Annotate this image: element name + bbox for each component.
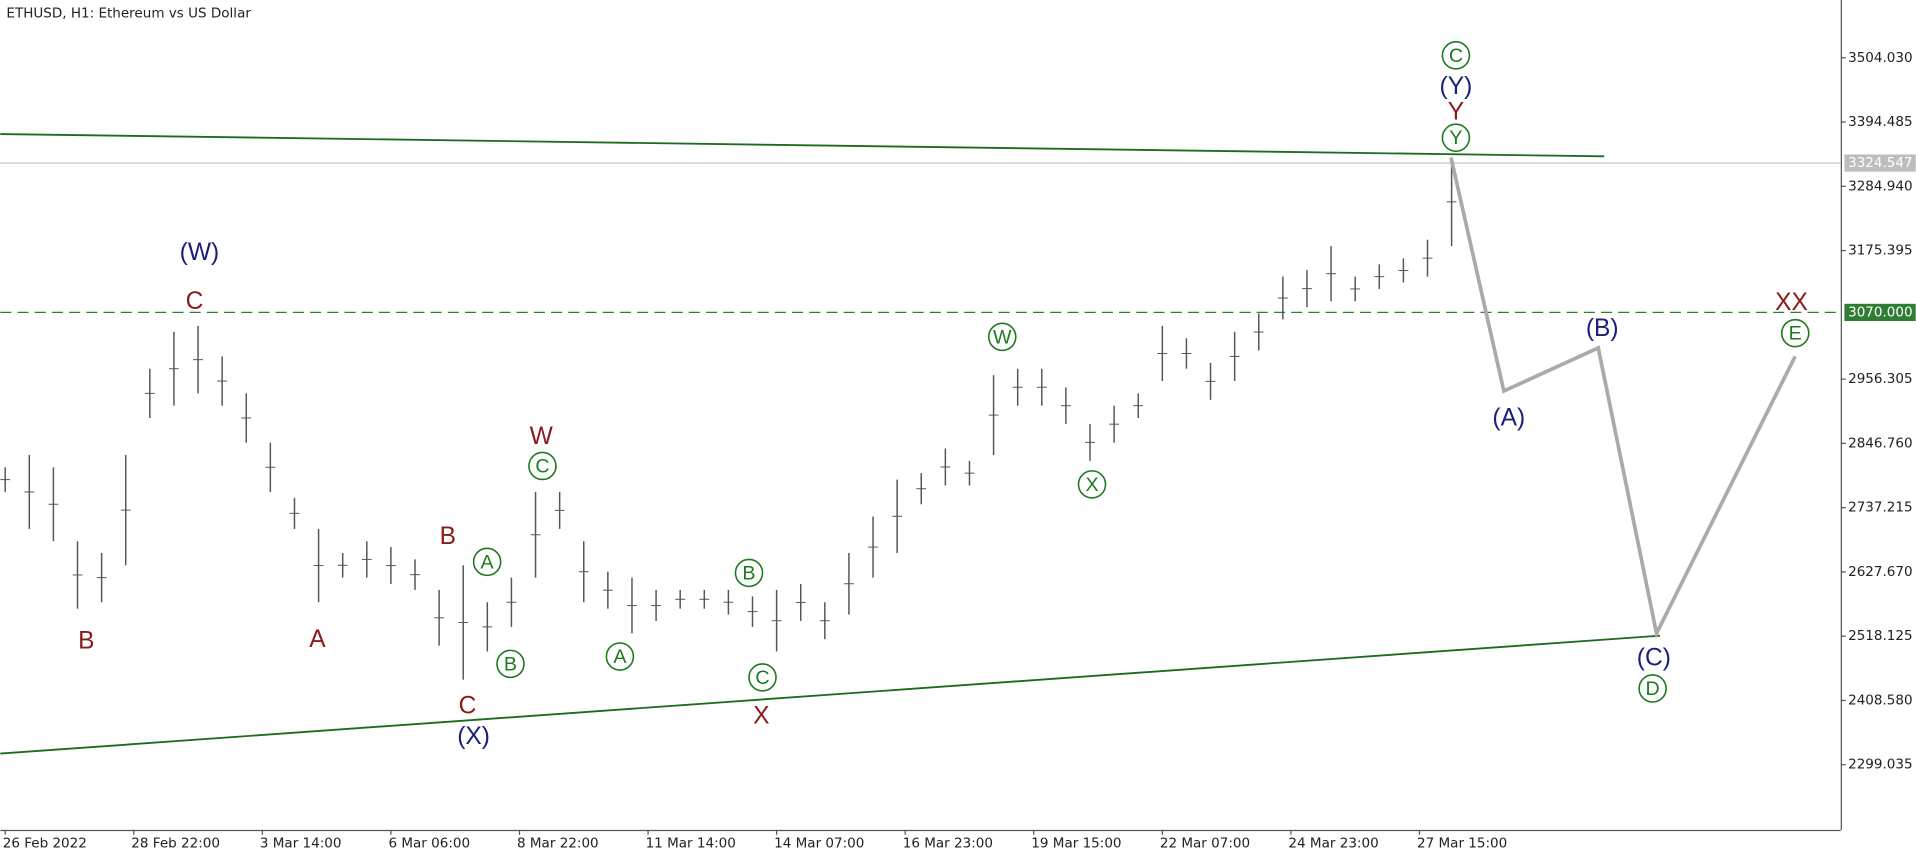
wave-circle — [496, 649, 525, 679]
y-tick-label: 2846.760 — [1848, 435, 1913, 451]
wave-circle — [1441, 41, 1471, 70]
wave-label: X — [1085, 474, 1098, 496]
wave-label: XX — [1775, 289, 1808, 316]
x-tick-label: 24 Mar 23:00 — [1288, 835, 1378, 851]
wave-label: Y — [1449, 127, 1462, 149]
wave-label: (Y) — [1440, 73, 1473, 100]
wave-label: B — [440, 523, 456, 550]
wave-label: B — [742, 562, 755, 584]
y-tick-label: 2299.035 — [1848, 757, 1913, 773]
wave-label: C — [1449, 45, 1463, 67]
price-level-box — [1844, 154, 1916, 172]
wave-label: A — [309, 626, 326, 653]
wave-circle — [605, 642, 635, 671]
wave-circle — [528, 451, 557, 481]
wave-circle — [472, 547, 502, 577]
wave-label: X — [753, 702, 769, 729]
y-tick-label: 2408.580 — [1848, 692, 1913, 708]
x-tick-label: 22 Mar 07:00 — [1160, 835, 1250, 851]
wave-label: C — [459, 692, 477, 719]
x-tick-label: 8 Mar 22:00 — [517, 835, 599, 851]
x-tick-label: 26 Feb 2022 — [3, 835, 87, 851]
y-tick-label: 2737.215 — [1848, 500, 1913, 516]
y-tick-label: 3175.395 — [1848, 243, 1913, 259]
wave-label: (C) — [1637, 644, 1671, 671]
price-level-label: 3324.547 — [1848, 155, 1913, 171]
wave-circle — [1780, 318, 1810, 348]
y-tick-label: 3284.940 — [1848, 178, 1913, 194]
wave-circle — [1638, 674, 1667, 703]
x-tick-label: 14 Mar 07:00 — [774, 835, 864, 851]
wave-circle — [987, 322, 1017, 352]
wave-label: B — [504, 653, 517, 675]
wave-label: (B) — [1586, 315, 1619, 342]
trend-line — [0, 133, 1605, 158]
x-tick-label: 16 Mar 23:00 — [903, 835, 993, 851]
wave-label: Y — [1448, 99, 1464, 126]
wave-label: W — [530, 423, 554, 450]
wave-circle — [748, 663, 777, 692]
chart-title: ETHUSD, H1: Ethereum vs US Dollar — [6, 6, 251, 22]
x-tick-label: 6 Mar 06:00 — [388, 835, 470, 851]
wave-label: C — [755, 667, 769, 689]
wave-circle — [1441, 123, 1471, 153]
price-level-label: 3070.000 — [1848, 304, 1913, 320]
wave-label: (X) — [457, 723, 490, 750]
wave-label: E — [1789, 323, 1802, 345]
wave-circle — [734, 558, 764, 588]
wave-label: A — [481, 551, 495, 573]
wave-label: W — [993, 326, 1012, 348]
x-tick-label: 11 Mar 14:00 — [646, 835, 736, 851]
y-tick-label: 3394.485 — [1848, 114, 1913, 130]
y-tick-label: 2956.305 — [1848, 371, 1913, 387]
wave-label: (W) — [180, 239, 220, 266]
wave-circle — [1077, 470, 1107, 499]
x-tick-label: 27 Mar 15:00 — [1417, 835, 1507, 851]
x-tick-label: 3 Mar 14:00 — [260, 835, 342, 851]
projection-line — [1449, 157, 1797, 639]
y-tick-label: 2518.125 — [1848, 628, 1913, 644]
wave-label: C — [186, 288, 204, 315]
y-tick-label: 2627.670 — [1848, 564, 1913, 580]
price-level-box — [1844, 303, 1916, 322]
trend-line — [0, 634, 1661, 755]
wave-label: D — [1646, 678, 1660, 700]
x-tick-label: 19 Mar 15:00 — [1031, 835, 1121, 851]
wave-label: C — [535, 455, 549, 477]
y-tick-label: 3504.030 — [1848, 50, 1913, 66]
wave-label: (A) — [1492, 405, 1525, 432]
x-tick-label: 28 Feb 22:00 — [131, 835, 220, 851]
wave-label: A — [613, 646, 627, 668]
wave-label: B — [78, 627, 94, 654]
